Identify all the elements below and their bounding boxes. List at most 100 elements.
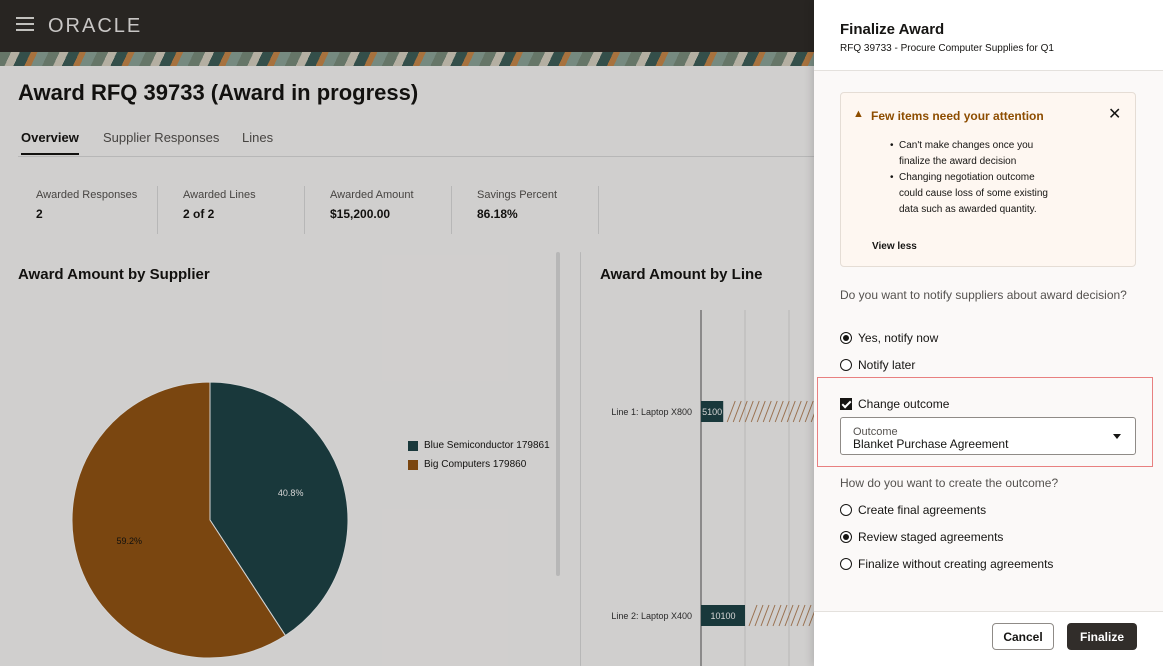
bar-hatch xyxy=(804,400,814,423)
radio-button[interactable] xyxy=(840,531,852,543)
change-outcome-checkbox-row[interactable]: Change outcome xyxy=(840,397,949,411)
radio-label: Yes, notify now xyxy=(858,331,939,345)
bar-data-label: 5100 xyxy=(702,407,722,417)
tab-bar: Overview Supplier Responses Lines xyxy=(18,130,818,157)
change-outcome-highlight xyxy=(817,377,1153,467)
metric-value: 2 xyxy=(36,207,43,221)
metric-awarded-responses: Awarded Responses 2 xyxy=(18,186,158,234)
bar-data-label: 10100 xyxy=(710,611,735,621)
radio-notify-now[interactable]: Yes, notify now xyxy=(840,331,938,345)
modal-overlay[interactable] xyxy=(0,0,814,666)
bar-chart-title: Award Amount by Line xyxy=(600,266,763,283)
card-divider xyxy=(580,252,581,666)
bar[interactable] xyxy=(701,401,724,422)
bar-hatch xyxy=(744,400,754,423)
attention-alert: ▲ Few items need your attention ✕ Can't … xyxy=(840,92,1136,267)
checkbox-label: Change outcome xyxy=(858,397,950,411)
oracle-logo[interactable]: ORACLE xyxy=(48,15,143,37)
drawer-body: ▲ Few items need your attention ✕ Can't … xyxy=(814,70,1163,612)
legend-swatch xyxy=(408,459,418,470)
pie-chart: 40.8% 59.2% xyxy=(71,381,349,659)
metric-value: 2 of 2 xyxy=(183,207,215,221)
bar-category-label: Line 2: Laptop X400 xyxy=(611,611,692,621)
bar-hatch xyxy=(780,400,790,423)
alert-item: Can't make changes once you finalize the… xyxy=(890,138,1059,170)
metric-label: Awarded Lines xyxy=(183,189,256,201)
bar-hatch xyxy=(792,400,802,423)
bar-category-label: Line 1: Laptop X800 xyxy=(611,407,692,417)
radio-review-staged[interactable]: Review staged agreements xyxy=(840,530,1003,544)
radio-notify-later[interactable]: Notify later xyxy=(840,358,915,372)
pie-data-label: 40.8% xyxy=(278,488,304,498)
outcome-select[interactable]: Outcome Blanket Purchase Agreement xyxy=(840,417,1136,455)
bar-chart: 5100 Line 1: Laptop X800 10100 Line 2: Lapt… xyxy=(611,310,814,666)
bar-hatch xyxy=(778,604,788,627)
close-icon[interactable]: ✕ xyxy=(1108,106,1122,123)
select-value: Blanket Purchase Agreement xyxy=(853,437,1009,451)
bar-hatch xyxy=(726,400,736,423)
radio-button[interactable] xyxy=(840,359,852,371)
bar-hatch xyxy=(748,604,758,627)
metric-savings-percent: Savings Percent 86.18% xyxy=(459,186,599,234)
bar-hatch xyxy=(772,604,782,627)
notify-question: Do you want to notify suppliers about aw… xyxy=(840,288,1127,302)
metric-label: Awarded Responses xyxy=(36,189,138,201)
bar-hatch xyxy=(768,400,778,423)
chevron-down-icon[interactable] xyxy=(1113,434,1121,439)
view-less-link[interactable]: View less xyxy=(872,241,917,252)
cancel-button[interactable]: Cancel xyxy=(992,623,1054,650)
radio-finalize-without[interactable]: Finalize without creating agreements xyxy=(840,557,1053,571)
drawer-subtitle: RFQ 39733 - Procure Computer Supplies fo… xyxy=(840,43,1054,54)
radio-button[interactable] xyxy=(840,558,852,570)
radio-label: Create final agreements xyxy=(858,503,987,517)
warning-icon: ▲ xyxy=(853,108,864,120)
legend-swatch xyxy=(408,440,418,451)
radio-button[interactable] xyxy=(840,332,852,344)
legend-label: Big Computers 179860 xyxy=(424,459,527,470)
hamburger-menu-icon[interactable] xyxy=(16,17,34,33)
bar-hatch xyxy=(790,604,800,627)
bar-hatch xyxy=(760,604,770,627)
radio-create-final[interactable]: Create final agreements xyxy=(840,503,986,517)
bar-hatch xyxy=(796,604,806,627)
legend-item[interactable]: Blue Semiconductor 179861 xyxy=(408,440,550,451)
card-scrollbar[interactable] xyxy=(556,252,560,576)
bar-hatch xyxy=(784,604,794,627)
radio-label: Finalize without creating agreements xyxy=(858,557,1054,571)
bar[interactable] xyxy=(701,605,745,626)
bar-hatch xyxy=(750,400,760,423)
drawer-title: Finalize Award xyxy=(840,21,945,38)
legend-item[interactable]: Big Computers 179860 xyxy=(408,459,550,470)
bar-hatch xyxy=(798,400,808,423)
metric-label: Savings Percent xyxy=(477,189,558,201)
finalize-button[interactable]: Finalize xyxy=(1067,623,1137,650)
metric-value: 86.18% xyxy=(477,207,518,221)
tab-overview[interactable]: Overview xyxy=(21,130,79,155)
change-outcome-checkbox[interactable] xyxy=(840,398,852,410)
bar-hatch xyxy=(738,400,748,423)
tab-lines[interactable]: Lines xyxy=(242,130,274,145)
bar-hatch xyxy=(732,400,742,423)
bar-hatch xyxy=(756,400,766,423)
create-question: How do you want to create the outcome? xyxy=(840,476,1059,490)
bar-hatch xyxy=(766,604,776,627)
bar-hatch xyxy=(802,604,812,627)
bar-hatch xyxy=(786,400,796,423)
legend-label: Blue Semiconductor 179861 xyxy=(424,440,550,451)
metric-awarded-lines: Awarded Lines 2 of 2 xyxy=(165,186,305,234)
alert-list: Can't make changes once you finalize the… xyxy=(890,138,1059,218)
metric-label: Awarded Amount xyxy=(330,189,414,201)
tab-supplier-responses[interactable]: Supplier Responses xyxy=(103,130,220,145)
select-label: Outcome xyxy=(853,426,898,438)
radio-button[interactable] xyxy=(840,504,852,516)
pie-chart-title: Award Amount by Supplier xyxy=(18,266,210,283)
pie-slice[interactable] xyxy=(71,381,287,659)
radio-label: Notify later xyxy=(858,358,916,372)
bar-hatch xyxy=(774,400,784,423)
alert-item: Changing negotiation outcome could cause… xyxy=(890,170,1059,218)
radio-label: Review staged agreements xyxy=(858,530,1004,544)
pie-legend: Blue Semiconductor 179861 Big Computers … xyxy=(408,440,550,478)
bar-hatch xyxy=(754,604,764,627)
page-title: Award RFQ 39733 (Award in progress) xyxy=(18,80,419,105)
bar-hatch xyxy=(808,611,814,627)
